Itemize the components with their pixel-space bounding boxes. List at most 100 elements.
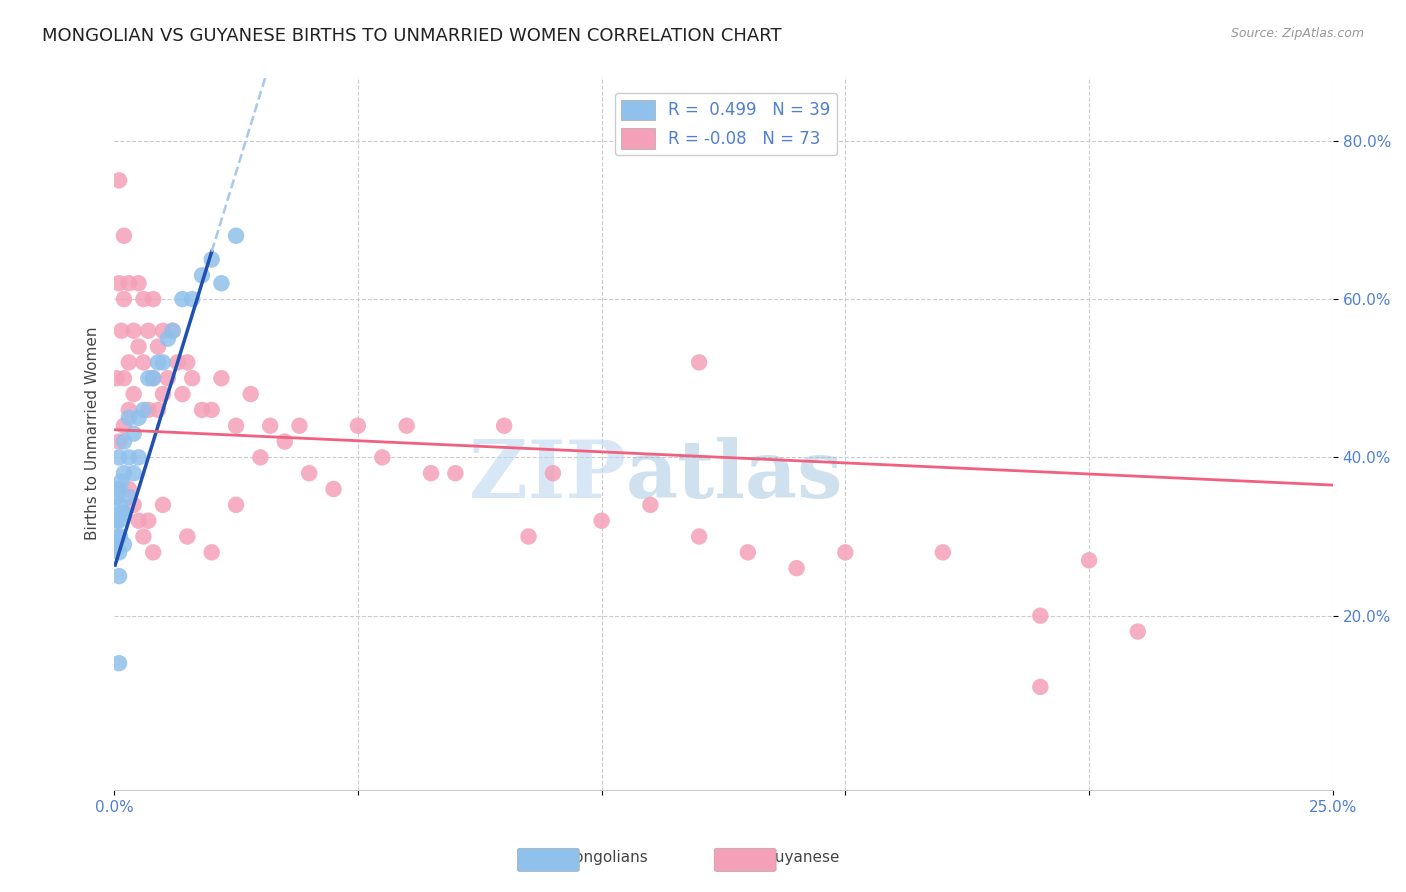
- Point: [118, 277, 141, 291]
- Point: [110, 474, 132, 488]
- Text: Mongolians: Mongolians: [561, 850, 648, 865]
- Point: [176, 355, 198, 369]
- Point: [122, 426, 145, 441]
- Point: [225, 418, 247, 433]
- Point: [118, 355, 141, 369]
- Point: [112, 506, 135, 520]
- Point: [105, 514, 128, 528]
- Point: [181, 371, 204, 385]
- Text: Guyanese: Guyanese: [763, 850, 839, 865]
- Point: [156, 371, 179, 385]
- Point: [128, 450, 150, 465]
- Point: [517, 530, 540, 544]
- Point: [1029, 680, 1052, 694]
- Point: [225, 228, 247, 243]
- Point: [201, 403, 224, 417]
- Point: [132, 292, 155, 306]
- Text: MONGOLIAN VS GUYANESE BIRTHS TO UNMARRIED WOMEN CORRELATION CHART: MONGOLIAN VS GUYANESE BIRTHS TO UNMARRIE…: [42, 27, 782, 45]
- Point: [166, 355, 188, 369]
- Point: [259, 418, 281, 433]
- Point: [201, 545, 224, 559]
- Point: [176, 530, 198, 544]
- Point: [225, 498, 247, 512]
- Point: [112, 434, 135, 449]
- Point: [420, 467, 443, 481]
- Point: [108, 173, 131, 187]
- Point: [688, 530, 710, 544]
- Point: [136, 371, 159, 385]
- Point: [105, 371, 128, 385]
- Point: [132, 530, 155, 544]
- Point: [146, 355, 169, 369]
- Point: [122, 498, 145, 512]
- Point: [834, 545, 856, 559]
- Point: [122, 324, 145, 338]
- Point: [1126, 624, 1149, 639]
- Y-axis label: Births to Unmarried Women: Births to Unmarried Women: [86, 326, 100, 541]
- Point: [122, 387, 145, 401]
- Point: [142, 545, 165, 559]
- Point: [107, 530, 129, 544]
- Point: [201, 252, 224, 267]
- Point: [107, 482, 129, 496]
- Point: [112, 418, 135, 433]
- Point: [298, 467, 321, 481]
- Point: [110, 506, 132, 520]
- Point: [136, 403, 159, 417]
- Point: [132, 355, 155, 369]
- Point: [112, 467, 135, 481]
- Point: [191, 268, 214, 283]
- Point: [152, 324, 174, 338]
- Point: [162, 324, 184, 338]
- Point: [688, 355, 710, 369]
- Point: [249, 450, 271, 465]
- Point: [118, 410, 141, 425]
- Text: atlas: atlas: [626, 437, 844, 516]
- Point: [122, 467, 145, 481]
- Point: [112, 292, 135, 306]
- Point: [209, 371, 232, 385]
- Point: [152, 355, 174, 369]
- Point: [239, 387, 262, 401]
- Point: [494, 418, 516, 433]
- Point: [136, 514, 159, 528]
- Point: [172, 387, 194, 401]
- Point: [162, 324, 184, 338]
- Point: [108, 434, 131, 449]
- Point: [395, 418, 418, 433]
- Point: [108, 482, 131, 496]
- Point: [541, 467, 564, 481]
- Point: [322, 482, 344, 496]
- Point: [142, 292, 165, 306]
- Point: [105, 490, 128, 504]
- Point: [112, 537, 135, 551]
- Point: [172, 292, 194, 306]
- Point: [181, 292, 204, 306]
- Point: [152, 387, 174, 401]
- Point: [136, 324, 159, 338]
- Point: [932, 545, 955, 559]
- Point: [108, 530, 131, 544]
- Point: [1078, 553, 1101, 567]
- Point: [1029, 608, 1052, 623]
- Point: [142, 371, 165, 385]
- Text: Source: ZipAtlas.com: Source: ZipAtlas.com: [1230, 27, 1364, 40]
- Point: [128, 514, 150, 528]
- Point: [112, 371, 135, 385]
- Point: [128, 340, 150, 354]
- Point: [108, 569, 131, 583]
- Point: [108, 545, 131, 559]
- Point: [152, 498, 174, 512]
- Point: [110, 324, 132, 338]
- Point: [146, 340, 169, 354]
- Point: [146, 403, 169, 417]
- Point: [274, 434, 297, 449]
- Legend: R =  0.499   N = 39, R = -0.08   N = 73: R = 0.499 N = 39, R = -0.08 N = 73: [614, 93, 837, 155]
- Point: [191, 403, 214, 417]
- Point: [105, 541, 128, 556]
- Point: [118, 403, 141, 417]
- Point: [371, 450, 394, 465]
- Point: [737, 545, 759, 559]
- Point: [118, 490, 141, 504]
- Point: [118, 450, 141, 465]
